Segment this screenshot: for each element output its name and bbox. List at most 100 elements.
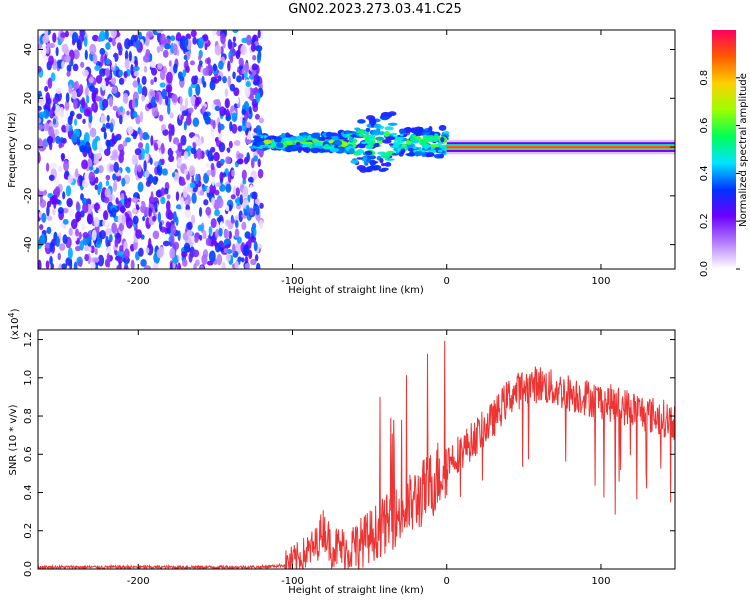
spectrogram-cell — [105, 122, 111, 129]
snr-scale-label: (x104) — [7, 308, 21, 340]
spectrogram-cell — [235, 97, 239, 104]
spectrogram-cell — [44, 85, 49, 92]
spectrogram-cell — [242, 178, 247, 185]
spectrogram-cell — [190, 214, 196, 224]
spectrogram-cell — [109, 122, 114, 133]
spectrogram-cell — [52, 96, 59, 105]
spectrogram-cell — [171, 143, 178, 152]
snr-x-tick-label: 0 — [444, 576, 450, 587]
spectrogram-cell — [211, 131, 216, 139]
spectrogram-cell — [50, 263, 55, 269]
spectrogram-cell — [127, 125, 134, 135]
spectrogram-cell — [179, 96, 183, 106]
spectrogram-cell — [227, 60, 231, 72]
snr-x-label: Height of straight line (km) — [288, 585, 424, 596]
spectrogram-cell — [199, 189, 205, 196]
spectrogram-cell — [289, 136, 298, 141]
spectrogram-cell — [384, 126, 394, 131]
spectrogram-cell — [241, 73, 245, 81]
spectrogram-cell — [165, 200, 171, 212]
spectrogram-cell — [61, 152, 65, 162]
spectrogram-cell — [255, 91, 261, 103]
spectrogram-cell — [183, 150, 189, 160]
spectrogram-cell — [168, 60, 172, 67]
spectrogram-cell — [365, 127, 371, 133]
spectrogram-cell — [47, 77, 53, 89]
spectrogram-cell — [205, 162, 210, 168]
spectrogram-cell — [145, 49, 151, 58]
spectrogram-cell — [38, 211, 43, 219]
spectrogram-cell — [39, 224, 44, 230]
spectrogram-cell — [215, 182, 221, 188]
spectrogram-y-tick-label: 40 — [23, 43, 34, 56]
spectrogram-cell — [104, 30, 109, 40]
spectrogram-cell — [198, 206, 203, 217]
spectrogram-cell — [168, 130, 172, 143]
spectrogram-cell — [128, 50, 132, 62]
spectrogram-cell — [198, 60, 203, 66]
spectrogram-cell — [213, 78, 220, 84]
spectrogram-cell — [168, 154, 175, 163]
spectrogram-cell — [111, 132, 115, 144]
spectrogram-cell — [137, 181, 144, 193]
spectrogram-cell — [253, 241, 258, 252]
spectrogram-cell — [75, 201, 80, 211]
spectrogram-cell — [52, 118, 57, 125]
spectrogram-cell — [50, 72, 56, 82]
spectrogram-cell — [38, 259, 42, 269]
snr-y-label: SNR (10 * v/v) — [8, 404, 19, 475]
spectrogram-cell — [99, 47, 106, 56]
spectrogram-cell — [119, 149, 125, 157]
spectrogram-cell — [276, 142, 284, 149]
spectrogram-cell — [188, 86, 193, 98]
spectrogram-cell — [46, 205, 50, 217]
spectrogram-cell — [64, 30, 69, 38]
spectrogram-cell — [357, 119, 366, 124]
spectrogram-cell — [186, 221, 193, 231]
spectrogram-cell — [46, 226, 52, 235]
spectrogram-cell — [206, 57, 211, 66]
spectrogram-cell — [179, 75, 185, 82]
spectrogram-cell — [358, 133, 364, 138]
spectrogram-cell — [245, 121, 252, 129]
spectrogram-cell — [283, 142, 288, 148]
spectrogram-cell — [118, 78, 123, 85]
spectrogram-cell — [354, 127, 361, 131]
spectrogram-cell — [214, 241, 218, 248]
spectrogram-cell — [134, 59, 139, 68]
spectrogram-cell — [299, 132, 309, 136]
spectrogram-cell — [383, 130, 390, 137]
spectrogram-cell — [244, 62, 250, 73]
spectrogram-cell — [222, 76, 227, 84]
spectrogram-cell — [216, 197, 224, 209]
spectrogram-cell — [110, 30, 117, 39]
spectrogram-cell — [38, 95, 45, 107]
spectrogram-cell — [190, 147, 197, 155]
spectrogram-cell — [405, 152, 416, 156]
spectrogram-cell — [156, 164, 161, 173]
spectrogram-cell — [379, 157, 384, 164]
spectrogram-cell — [213, 99, 220, 105]
spectrogram-cell — [44, 101, 51, 111]
spectrogram-cell — [145, 142, 150, 155]
spectrogram-cell — [124, 58, 130, 69]
snr-y-tick-label: 0.6 — [23, 446, 34, 462]
spectrogram-cell — [384, 158, 395, 161]
spectrogram-cell — [82, 118, 86, 125]
spectrogram-cell — [65, 185, 72, 197]
spectrogram-cell — [437, 149, 443, 153]
spectrogram-cell — [150, 135, 154, 147]
spectrogram-cell — [132, 80, 139, 88]
spectrogram-cell — [209, 184, 217, 195]
spectrogram-cell — [225, 156, 231, 165]
spectrogram-cell — [57, 206, 64, 215]
spectrogram-cell — [258, 219, 264, 230]
spectrogram-cell — [249, 184, 254, 194]
spectrogram-cell — [198, 55, 202, 61]
spectrogram-cell — [363, 160, 369, 165]
spectrogram-cell — [72, 49, 80, 60]
figure-title: GN02.2023.273.03.41.C25 — [288, 2, 462, 17]
spectrogram-cell — [247, 176, 254, 183]
spectrogram-cell — [254, 254, 259, 262]
